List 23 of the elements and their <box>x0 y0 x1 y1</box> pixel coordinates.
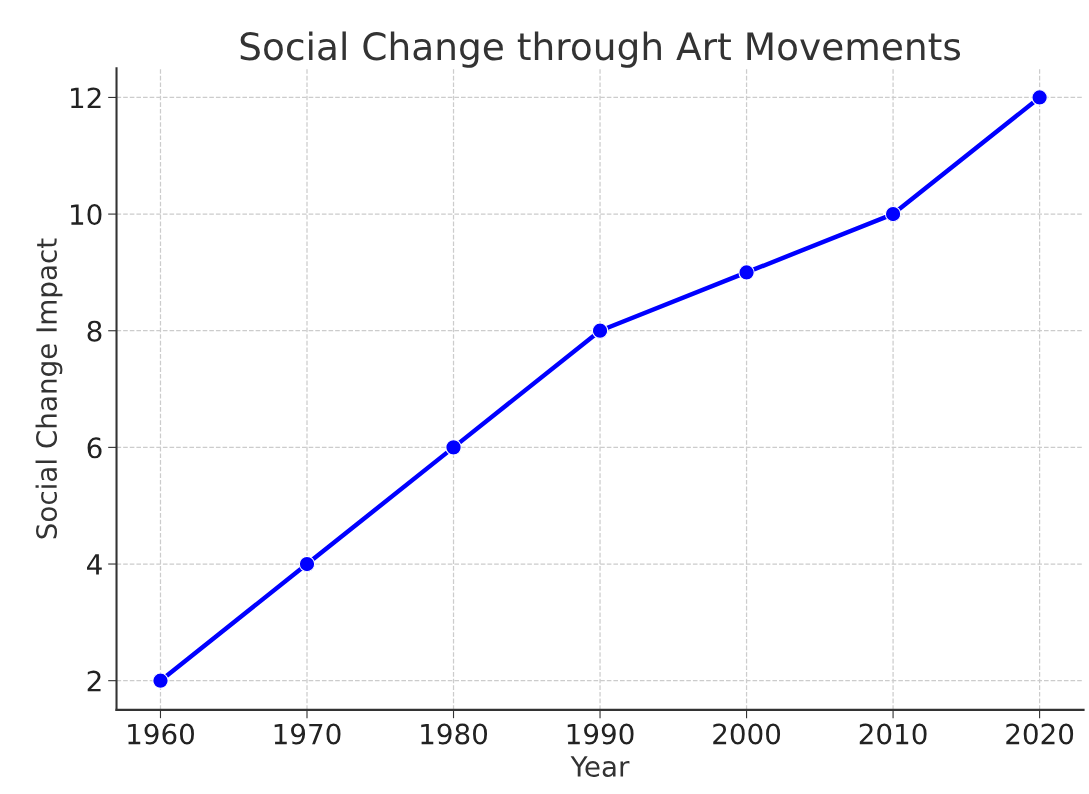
point <box>1031 89 1048 106</box>
point <box>152 672 169 689</box>
point <box>298 555 316 573</box>
x-tick-label: 2010 <box>859 723 927 745</box>
y-tick-label: 10 <box>71 204 102 226</box>
x-tick-label: 1970 <box>274 723 341 745</box>
y-tick-label: 2 <box>87 670 101 692</box>
point <box>591 322 609 339</box>
y-tick-label: 12 <box>71 87 101 108</box>
y-axis-title: Social Change Impact <box>35 238 63 539</box>
x-tick-label: 2000 <box>713 723 781 745</box>
point <box>445 439 462 456</box>
chart-title: Social Change through Art Movements <box>240 31 961 68</box>
y-tick-label: 6 <box>87 437 102 459</box>
point <box>884 205 902 223</box>
y-tick-label: 8 <box>87 320 102 342</box>
point <box>738 264 755 281</box>
y-tick-label: 4 <box>87 554 102 575</box>
x-tick-label: 1990 <box>567 723 634 745</box>
x-tick-label: 1980 <box>421 723 488 745</box>
x-tick-label: 2020 <box>1006 723 1074 745</box>
x-tick-label: 1960 <box>128 723 194 745</box>
x-axis-title: Year <box>570 756 630 777</box>
